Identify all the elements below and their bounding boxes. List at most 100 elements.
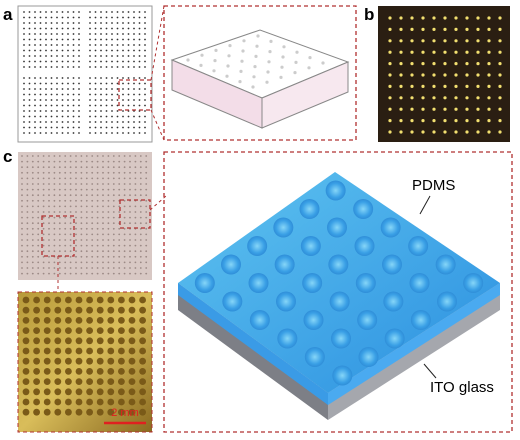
dot (75, 250, 77, 253)
dot (39, 77, 42, 79)
dot (100, 11, 102, 13)
dot (94, 93, 97, 96)
dot (42, 222, 45, 225)
dot (48, 171, 50, 174)
dot (144, 110, 146, 112)
dimple (118, 347, 125, 355)
dot (112, 216, 115, 219)
dot (134, 255, 137, 258)
light-dot (421, 27, 425, 31)
dimple (33, 368, 40, 375)
dot (134, 205, 137, 208)
dimple (54, 388, 62, 396)
dot (26, 183, 29, 185)
dimple (96, 378, 104, 385)
dot (145, 261, 148, 264)
dot (123, 244, 126, 247)
light-dot (443, 27, 447, 31)
dot (107, 188, 110, 191)
dot (64, 171, 67, 174)
zoom-box (163, 151, 513, 433)
dot (23, 38, 25, 41)
dot (133, 11, 135, 13)
dot (80, 222, 83, 225)
dot (100, 22, 102, 24)
dot (48, 272, 50, 275)
dot (39, 16, 42, 19)
dot (129, 194, 131, 197)
dot (123, 261, 126, 264)
dot (91, 171, 94, 174)
dot (133, 132, 135, 134)
dot (45, 49, 47, 52)
hole (242, 39, 246, 43)
light-dot (465, 16, 469, 20)
dot (96, 171, 99, 174)
dot (133, 27, 135, 30)
dot (64, 227, 67, 230)
dot (58, 194, 61, 197)
dot (69, 166, 72, 169)
dot (75, 233, 77, 236)
hole (225, 74, 229, 78)
dot (42, 227, 45, 230)
dot (139, 183, 142, 185)
dot (50, 49, 53, 52)
dot (56, 132, 58, 134)
light-dot (454, 16, 458, 20)
dot (118, 227, 121, 230)
dot (107, 160, 110, 163)
dot (144, 27, 146, 30)
light-dot (487, 96, 491, 100)
dimple (43, 368, 51, 375)
dot (139, 171, 142, 174)
light-dot (498, 130, 502, 134)
dot (28, 77, 31, 79)
dot (53, 205, 56, 208)
dot (42, 194, 45, 197)
dot (64, 199, 67, 202)
well (331, 328, 351, 349)
dot (94, 33, 97, 35)
dot (53, 267, 56, 269)
dot (64, 272, 67, 275)
hole (239, 69, 243, 73)
dot (102, 227, 104, 230)
light-dot (421, 96, 425, 100)
dot (39, 49, 42, 52)
dot (45, 60, 47, 63)
dot (111, 16, 113, 19)
dot (37, 194, 40, 197)
dot (94, 77, 97, 79)
dot (75, 261, 77, 264)
dot (50, 38, 53, 41)
light-dot (487, 62, 491, 66)
dot (58, 227, 61, 230)
light-dot (465, 62, 469, 66)
dot (80, 267, 83, 269)
dot (85, 199, 88, 202)
hole (293, 71, 297, 75)
dot (107, 244, 110, 247)
dot (100, 44, 102, 46)
dot (37, 272, 40, 275)
dot (45, 99, 47, 101)
dot (75, 227, 77, 230)
dot (61, 66, 64, 68)
dimple (43, 408, 51, 416)
dot (80, 188, 83, 191)
dot (123, 239, 126, 241)
dot (50, 77, 53, 79)
dot (31, 166, 34, 169)
dot (80, 199, 83, 202)
dot (145, 183, 148, 185)
dot (80, 239, 83, 241)
dot (80, 194, 83, 197)
dimple (139, 378, 147, 385)
dot (50, 104, 53, 107)
dot (56, 126, 58, 129)
dot (96, 205, 99, 208)
leader-line (423, 363, 437, 379)
dot (133, 77, 135, 79)
dot (72, 16, 75, 19)
